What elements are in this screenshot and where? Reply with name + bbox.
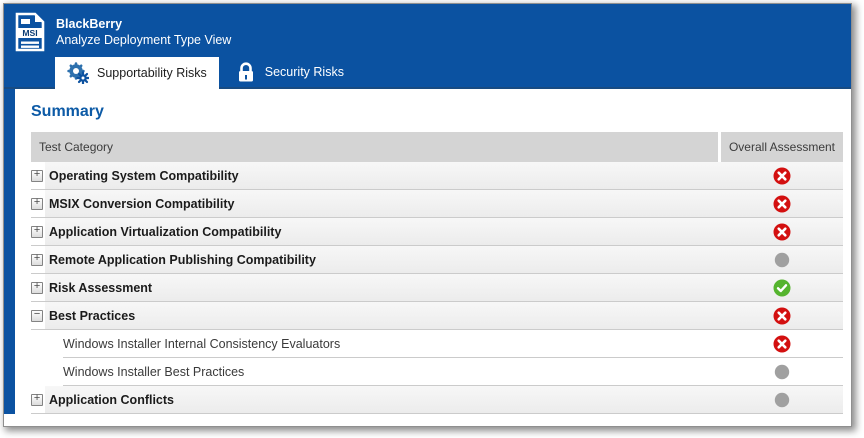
test-category-label: Windows Installer Best Practices <box>63 364 245 379</box>
table-row[interactable]: + MSIX Conversion Compatibility <box>31 190 843 218</box>
expand-toggle-icon[interactable]: + <box>31 282 43 294</box>
msi-file-icon: MSI <box>15 12 45 51</box>
status-error-icon <box>721 302 843 329</box>
test-category-label: Remote Application Publishing Compatibil… <box>49 252 316 267</box>
status-neutral-icon <box>721 246 843 273</box>
row-separator <box>63 385 843 386</box>
tab-page-content: Summary Test Category Overall Assessment… <box>4 89 851 414</box>
table-header-row: Test Category Overall Assessment <box>31 132 843 162</box>
status-neutral-icon <box>721 358 843 385</box>
tab-supportability-risks[interactable]: Supportability Risks <box>55 57 219 89</box>
table-row[interactable]: + Risk Assessment <box>31 274 843 302</box>
view-subtitle: Analyze Deployment Type View <box>56 32 232 47</box>
lock-icon <box>238 62 253 82</box>
status-success-icon <box>721 274 843 301</box>
test-category-label: Operating System Compatibility <box>49 168 239 183</box>
expand-toggle-icon[interactable]: + <box>31 254 43 266</box>
status-error-icon <box>721 162 843 189</box>
row-separator <box>31 329 843 330</box>
tab-security-risks[interactable]: Security Risks <box>219 57 360 87</box>
table-row[interactable]: + Application Conflicts <box>31 386 843 414</box>
analyzer-window: MSI BlackBerry Analyze Deployment Type V… <box>3 3 852 427</box>
row-inner: Windows Installer Best Practices <box>45 358 843 385</box>
summary-table: Test Category Overall Assessment + Operat… <box>31 132 843 414</box>
expand-toggle-icon[interactable]: + <box>31 198 43 210</box>
package-title: BlackBerry <box>56 16 123 31</box>
tab-strip: Supportability Risks Security Risks <box>4 57 851 89</box>
row-inner: Remote Application Publishing Compatibil… <box>45 246 843 273</box>
gears-icon <box>67 62 89 84</box>
status-error-icon <box>721 218 843 245</box>
test-category-label: Best Practices <box>49 308 136 323</box>
row-separator <box>31 217 843 218</box>
row-inner: Windows Installer Internal Consistency E… <box>45 330 843 357</box>
test-category-label: MSIX Conversion Compatibility <box>49 196 235 211</box>
table-row[interactable]: + Operating System Compatibility <box>31 162 843 190</box>
row-inner: Risk Assessment <box>45 274 843 301</box>
summary-heading: Summary <box>31 103 104 120</box>
row-separator <box>31 301 843 302</box>
test-category-label: Risk Assessment <box>49 280 153 295</box>
column-header-overall-assessment: Overall Assessment <box>721 132 843 162</box>
row-separator <box>63 357 843 358</box>
column-header-test-category: Test Category <box>31 132 718 162</box>
status-error-icon <box>721 190 843 217</box>
tab-label: Security Risks <box>264 65 344 79</box>
table-body: + Operating System Compatibility + MSIX Con… <box>31 162 843 414</box>
status-error-icon <box>721 330 843 357</box>
table-row[interactable]: + Application Virtualization Compatibilit… <box>31 218 843 246</box>
row-inner: Operating System Compatibility <box>45 162 843 189</box>
row-inner: Application Virtualization Compatibility <box>45 218 843 245</box>
row-separator <box>31 189 843 190</box>
table-row[interactable]: + Remote Application Publishing Compatibi… <box>31 246 843 274</box>
status-neutral-icon <box>721 386 843 413</box>
tab-label: Supportability Risks <box>97 66 207 80</box>
test-category-label: Application Conflicts <box>49 392 174 407</box>
row-separator <box>31 273 843 274</box>
test-category-label: Windows Installer Internal Consistency E… <box>63 336 341 351</box>
expand-toggle-icon[interactable]: + <box>31 226 43 238</box>
row-inner: MSIX Conversion Compatibility <box>45 190 843 217</box>
table-row: Windows Installer Best Practices <box>31 358 843 386</box>
collapse-toggle-icon[interactable]: − <box>31 310 43 322</box>
row-separator <box>31 245 843 246</box>
expand-toggle-icon[interactable]: + <box>31 394 43 406</box>
row-inner: Best Practices <box>45 302 843 329</box>
window-header: MSI BlackBerry Analyze Deployment Type V… <box>4 4 851 57</box>
table-row: Windows Installer Internal Consistency E… <box>31 330 843 358</box>
test-category-label: Application Virtualization Compatibility <box>49 224 282 239</box>
row-inner: Application Conflicts <box>45 386 843 413</box>
row-separator <box>31 413 843 414</box>
expand-toggle-icon[interactable]: + <box>31 170 43 182</box>
table-row[interactable]: − Best Practices <box>31 302 843 330</box>
msi-badge-text: MSI <box>22 28 37 38</box>
